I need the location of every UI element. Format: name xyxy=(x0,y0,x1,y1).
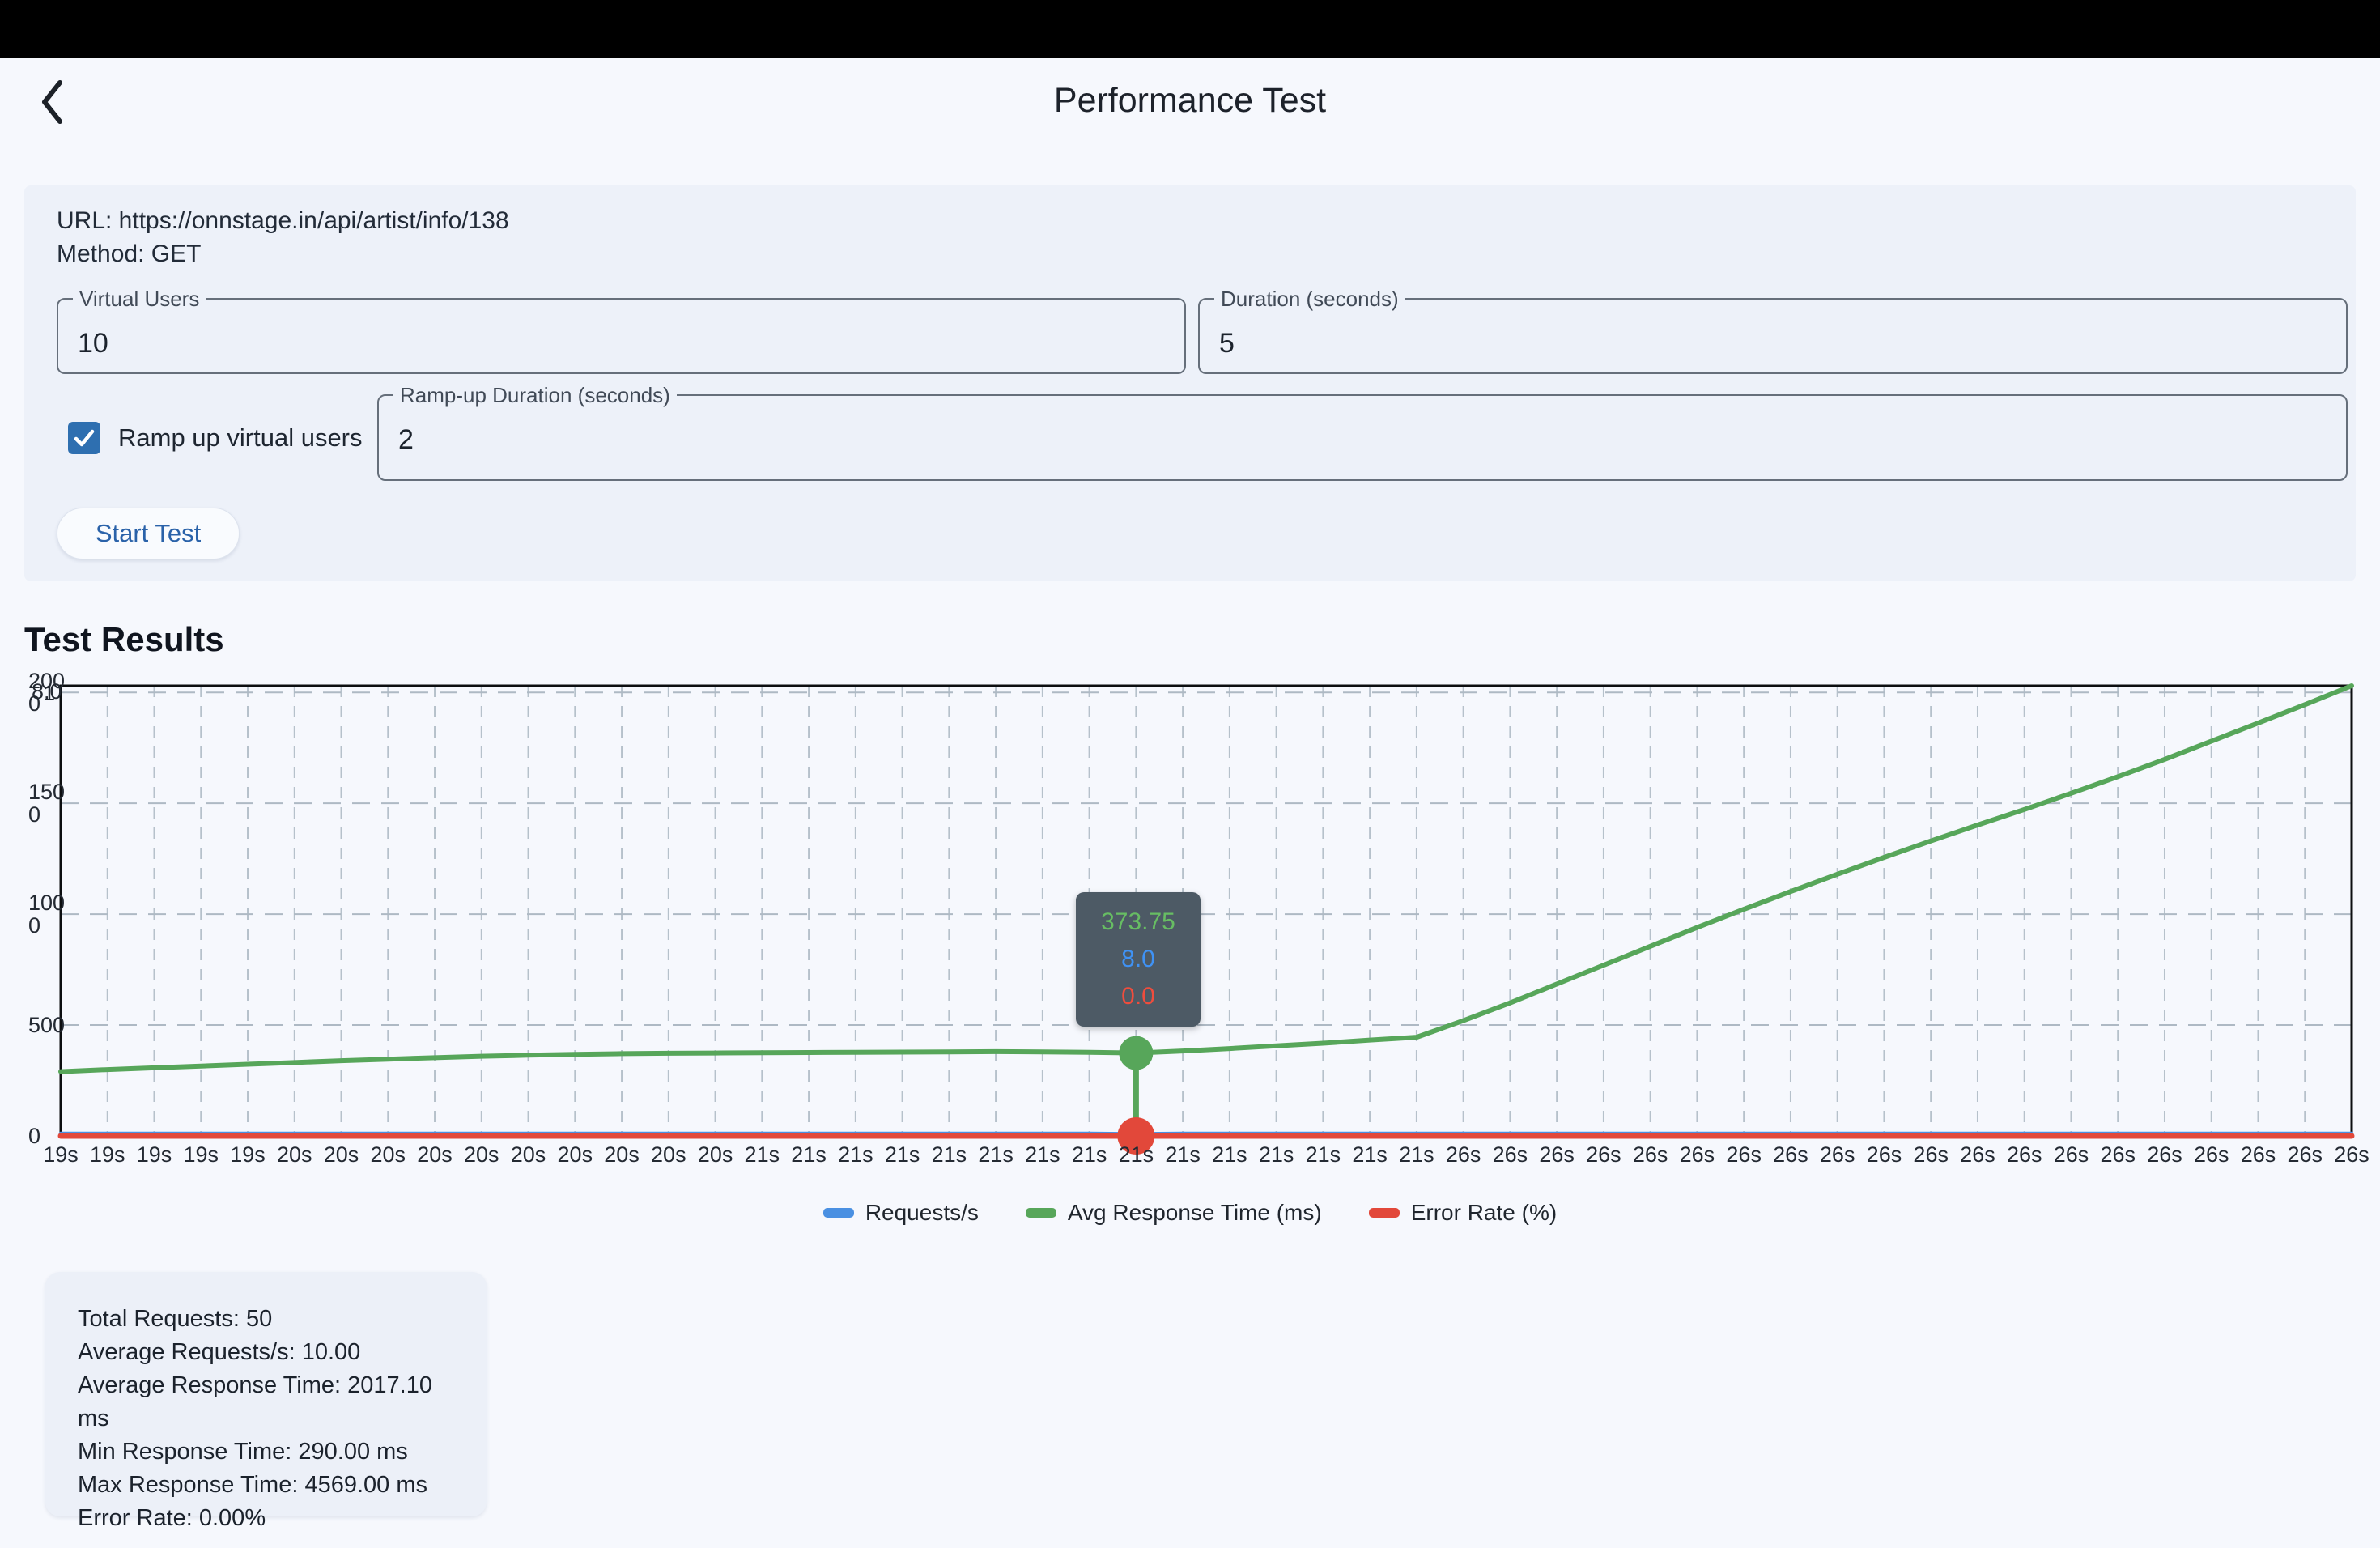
x-axis-tick-label: 21s xyxy=(932,1142,967,1167)
duration-input[interactable] xyxy=(1219,322,2327,364)
x-axis-tick-label: 19s xyxy=(230,1142,266,1167)
ramp-duration-input[interactable] xyxy=(398,419,2327,461)
ramp-checkbox-label: Ramp up virtual users xyxy=(118,423,363,452)
summary-line: Min Response Time: 290.00 ms xyxy=(78,1439,408,1465)
x-axis-tick-label: 21s xyxy=(1212,1142,1247,1167)
response-time-line xyxy=(58,683,2354,1074)
ramp-duration-label: Ramp-up Duration (seconds) xyxy=(393,383,677,408)
legend-label: Error Rate (%) xyxy=(1410,1200,1558,1225)
x-axis-tick-label: 20s xyxy=(511,1142,546,1167)
summary-line: Error Rate: 0.00% xyxy=(78,1505,266,1531)
x-axis-tick-label: 26s xyxy=(2194,1142,2229,1167)
status-bar xyxy=(0,0,2380,58)
legend-item[interactable]: Avg Response Time (ms) xyxy=(1025,1200,1322,1226)
x-axis-tick-label: 26s xyxy=(1493,1142,1528,1167)
virtual-users-field: Virtual Users xyxy=(57,287,1186,374)
method-text: Method: GET xyxy=(57,240,202,267)
x-axis-tick-label: 26s xyxy=(1773,1142,1808,1167)
x-axis-tick-label: 26s xyxy=(1539,1142,1575,1167)
x-axis-tick-label: 19s xyxy=(43,1142,79,1167)
x-axis-tick-label: 26s xyxy=(1960,1142,1995,1167)
x-axis-tick-label: 20s xyxy=(651,1142,686,1167)
legend-label: Requests/s xyxy=(865,1200,979,1225)
x-axis-tick-label: 26s xyxy=(2054,1142,2089,1167)
ramp-duration-field: Ramp-up Duration (seconds) xyxy=(377,383,2348,481)
x-axis-tick-label: 26s xyxy=(2007,1142,2042,1167)
x-axis-tick-label: 26s xyxy=(1820,1142,1855,1167)
x-axis-tick-label: 21s xyxy=(1072,1142,1107,1167)
chart-canvas[interactable]: 19s 19s 19s 19s 19s 20s 20s 20s 20s 20s 20s 20s 20s 2… xyxy=(0,0,2380,1182)
x-axis-tick-label: 21s xyxy=(791,1142,827,1167)
url-text: URL: https://onnstage.in/api/artist/info… xyxy=(57,207,509,234)
legend-item[interactable]: Requests/s xyxy=(822,1200,979,1226)
summary-card: Total Requests: 50 Average Requests/s: 10… xyxy=(45,1272,487,1531)
x-axis-tick-label: 26s xyxy=(1633,1142,1668,1167)
x-axis-tick-label: 21s xyxy=(1025,1142,1060,1167)
duration-field: Duration (seconds) xyxy=(1198,287,2348,374)
x-axis-tick-label: 21s xyxy=(1165,1142,1201,1167)
x-axis-tick-label: 21s xyxy=(1119,1142,1154,1167)
x-axis-tick-label: 26s xyxy=(1913,1142,1949,1167)
test-results-heading: Test Results xyxy=(24,620,224,658)
plot-border xyxy=(59,684,2353,1138)
x-axis-tick-label: 19s xyxy=(183,1142,219,1167)
x-axis-tick-label: 26s xyxy=(1680,1142,1715,1167)
x-axis-tick-label: 21s xyxy=(1306,1142,1341,1167)
x-axis-tick-label: 20s xyxy=(277,1142,312,1167)
x-axis-tick-label: 21s xyxy=(1399,1142,1434,1167)
x-axis-tick-label: 26s xyxy=(2241,1142,2276,1167)
back-button[interactable] xyxy=(28,74,76,131)
x-axis-tick-label: 21s xyxy=(978,1142,1014,1167)
test-config-panel: URL: https://onnstage.in/api/artist/info… xyxy=(24,185,2356,581)
summary-line: Total Requests: 50 xyxy=(78,1306,273,1332)
start-test-button[interactable]: Start Test xyxy=(57,508,240,559)
x-axis-tick-label: 19s xyxy=(90,1142,125,1167)
x-axis-tick-label: 20s xyxy=(371,1142,406,1167)
x-axis-tick-label: 26s xyxy=(1726,1142,1762,1167)
virtual-users-label: Virtual Users xyxy=(73,287,206,312)
x-axis-tick-label: 21s xyxy=(838,1142,873,1167)
x-axis-tick-label: 26s xyxy=(2287,1142,2323,1167)
legend-item[interactable]: Error Rate (%) xyxy=(1368,1200,1558,1226)
ramp-checkbox-row: Ramp up virtual users xyxy=(68,422,363,454)
x-axis-tick-label: 20s xyxy=(417,1142,453,1167)
error-point-marker xyxy=(1117,1117,1155,1155)
page-title: Performance Test xyxy=(1053,81,1327,120)
x-axis-tick-label: 20s xyxy=(464,1142,499,1167)
x-axis-tick-label: 21s xyxy=(745,1142,780,1167)
response-point-marker xyxy=(1119,1036,1154,1070)
ramp-up-checkbox[interactable] xyxy=(68,422,100,454)
x-axis-tick-label: 21s xyxy=(885,1142,920,1167)
x-axis-tick-label: 20s xyxy=(698,1142,733,1167)
x-axis-tick-label: 26s xyxy=(1446,1142,1481,1167)
x-axis-tick-label: 20s xyxy=(558,1142,593,1167)
summary-line: Average Requests/s: 10.00 xyxy=(78,1339,361,1365)
legend-swatch xyxy=(1368,1208,1400,1218)
virtual-users-input[interactable] xyxy=(78,322,1165,364)
x-axis-tick-label: 26s xyxy=(2100,1142,2136,1167)
x-axis-tick-label: 26s xyxy=(1867,1142,1902,1167)
x-axis-tick-label: 20s xyxy=(324,1142,359,1167)
summary-line: Average Response Time: 2017.10 ms xyxy=(78,1372,432,1431)
x-axis-tick-label: 21s xyxy=(1259,1142,1294,1167)
x-axis-tick-label: 19s xyxy=(137,1142,172,1167)
chart-legend: Requests/s Avg Response Time (ms) Error Ra… xyxy=(0,1200,2380,1226)
x-axis-tick-label: 26s xyxy=(1586,1142,1621,1167)
x-axis-tick-label: 20s xyxy=(604,1142,640,1167)
chevron-left-icon xyxy=(37,79,66,128)
x-axis-tick-label: 21s xyxy=(1352,1142,1388,1167)
check-icon xyxy=(72,426,96,450)
x-axis-tick-label: 26s xyxy=(2334,1142,2369,1167)
summary-line: Max Response Time: 4569.00 ms xyxy=(78,1472,427,1498)
legend-swatch xyxy=(1025,1208,1056,1218)
legend-label: Avg Response Time (ms) xyxy=(1067,1200,1322,1225)
legend-swatch xyxy=(822,1208,854,1218)
duration-label: Duration (seconds) xyxy=(1214,287,1405,312)
x-axis-tick-label: 26s xyxy=(2147,1142,2182,1167)
